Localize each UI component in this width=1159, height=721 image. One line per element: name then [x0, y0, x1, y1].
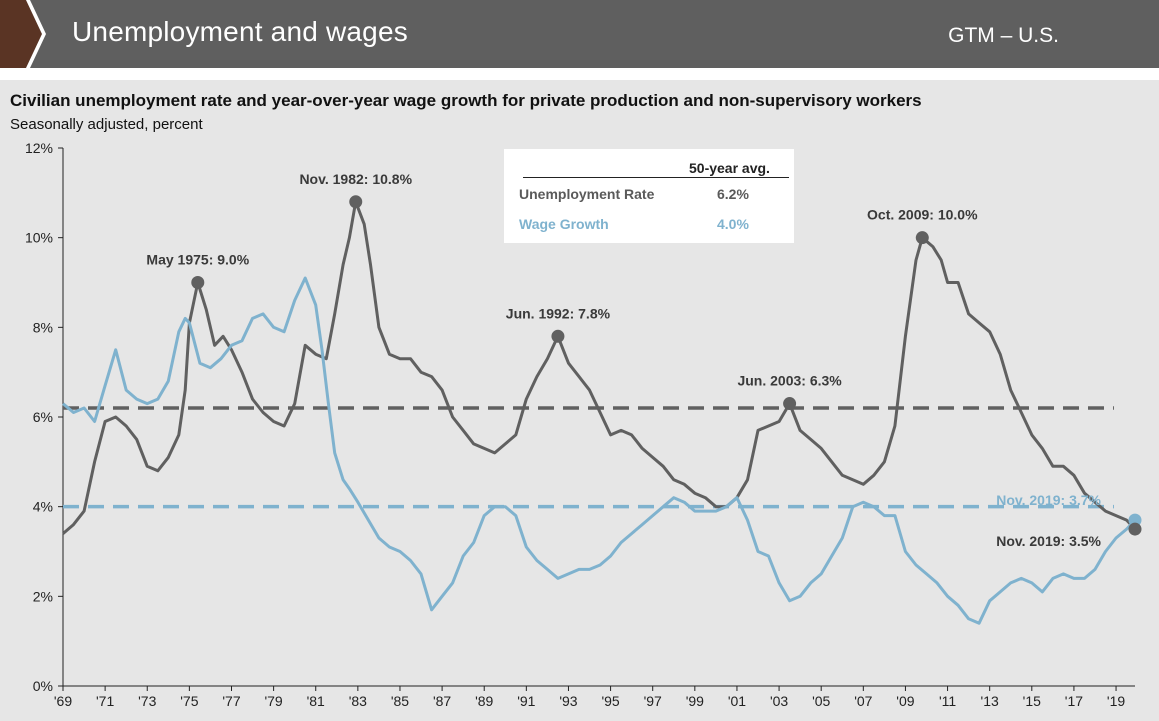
banner-arrow-icon [0, 0, 46, 68]
legend-row-unemployment: Unemployment Rate 6.2% [519, 186, 749, 202]
annotation-label: Oct. 2009: 10.0% [867, 207, 978, 223]
x-tick-label: '81 [307, 693, 325, 709]
x-tick-label: '77 [222, 693, 240, 709]
x-tick-label: '01 [728, 693, 746, 709]
annotation-label: Nov. 1982: 10.8% [299, 171, 412, 187]
y-tick-label: 10% [25, 230, 53, 246]
annotation-label: Nov. 2019: 3.5% [996, 533, 1101, 549]
y-tick-label: 4% [33, 499, 53, 515]
annotation-label: Nov. 2019: 3.7% [996, 492, 1101, 508]
x-tick-label: '91 [517, 693, 535, 709]
y-tick-label: 8% [33, 319, 53, 335]
y-tick-label: 12% [25, 140, 53, 156]
legend-box: 50-year avg. Unemployment Rate 6.2% Wage… [504, 149, 794, 243]
x-tick-label: '07 [854, 693, 872, 709]
unemployment-marker [191, 276, 205, 289]
wage-growth-line [62, 276, 1137, 625]
x-tick-label: '73 [138, 693, 156, 709]
x-tick-label: '09 [896, 693, 914, 709]
chart-title: Civilian unemployment rate and year-over… [10, 91, 922, 110]
x-tick-label: '11 [939, 693, 956, 709]
x-tick-label: '93 [559, 693, 577, 709]
x-tick-label: '69 [54, 693, 72, 709]
section-tag: GTM – U.S. [948, 24, 1059, 47]
x-tick-label: '15 [1023, 693, 1041, 709]
page-title: Unemployment and wages [72, 16, 408, 47]
x-tick-label: '75 [180, 693, 198, 709]
x-tick-label: '99 [686, 693, 704, 709]
unemployment-marker [915, 231, 929, 245]
y-tick-label: 0% [33, 678, 53, 694]
unemployment-marker [349, 195, 363, 209]
unemployment-marker [551, 329, 565, 343]
x-tick-label: '05 [812, 693, 830, 709]
y-tick-label: 6% [33, 409, 53, 425]
x-tick-label: '97 [644, 693, 662, 709]
x-tick-label: '85 [391, 693, 409, 709]
annotation-label: May 1975: 9.0% [146, 252, 249, 268]
y-tick-label: 2% [33, 588, 53, 604]
legend-value: 4.0% [717, 216, 749, 232]
x-tick-label: '89 [475, 693, 493, 709]
legend-value: 6.2% [717, 186, 749, 202]
legend-header: 50-year avg. [689, 160, 770, 176]
x-tick-label: '87 [433, 693, 451, 709]
legend-label: Unemployment Rate [519, 186, 655, 202]
x-tick-label: '79 [264, 693, 282, 709]
wage-marker [1128, 513, 1142, 527]
legend-label: Wage Growth [519, 216, 609, 232]
x-tick-label: '17 [1065, 693, 1083, 709]
chart-subtitle: Seasonally adjusted, percent [10, 116, 203, 133]
x-tick-label: '13 [981, 693, 999, 709]
x-tick-label: '19 [1107, 693, 1125, 709]
x-tick-label: '95 [601, 693, 619, 709]
x-tick-label: '83 [349, 693, 367, 709]
legend-row-wage: Wage Growth 4.0% [519, 216, 749, 232]
x-tick-label: '03 [770, 693, 788, 709]
annotation-label: Jun. 1992: 7.8% [506, 305, 611, 321]
unemployment-marker [783, 397, 797, 411]
annotation-label: Jun. 2003: 6.3% [737, 373, 842, 389]
x-tick-label: '71 [96, 693, 114, 709]
unemployment-marker [1128, 522, 1142, 536]
legend-divider [523, 177, 789, 178]
header-banner: Unemployment and wages GTM – U.S. [0, 0, 1159, 68]
